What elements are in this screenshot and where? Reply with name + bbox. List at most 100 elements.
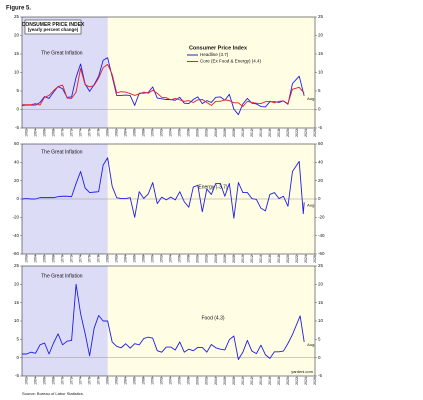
y2-tick-label: 10 (318, 318, 324, 323)
chart-title: CONSUMER PRICE INDEX (22, 22, 85, 28)
x-tick-label: 2012 (250, 129, 254, 137)
y-tick-label: -60 (12, 251, 19, 256)
x-tick-label: 1990 (151, 129, 155, 137)
x-tick-label: 1980 (106, 129, 110, 137)
y2-tick-label: -20 (318, 215, 325, 220)
legend-label: Headline (3.7) (200, 52, 229, 57)
y-tick-label: 25 (14, 14, 20, 19)
y2-tick-label: 40 (318, 160, 324, 165)
y2-tick-label: -60 (318, 251, 325, 256)
chart-subtitle: (yearly percent change) (28, 27, 79, 32)
x-tick-label: 1966 (42, 255, 46, 263)
x-tick-label: 1998 (187, 377, 191, 385)
x-tick-label: 1984 (124, 129, 128, 137)
x-tick-label: 1964 (33, 129, 37, 137)
x-tick-label: 2000 (196, 255, 200, 263)
series-line (21, 57, 305, 116)
x-tick-label: 1968 (51, 377, 55, 385)
y-tick-label: 40 (14, 160, 20, 165)
x-tick-label: 1994 (169, 377, 173, 385)
x-tick-label: 1988 (142, 129, 146, 137)
x-tick-label: 2024 (304, 377, 308, 385)
x-tick-label: 1962 (24, 377, 28, 385)
y-tick-label: -5 (15, 373, 19, 378)
credit: yardeni.com (291, 369, 313, 374)
y-tick-label: 0 (16, 196, 19, 201)
series-label: Energy (-3.7) (198, 184, 228, 190)
shaded-period (22, 266, 108, 376)
x-tick-label: 1972 (70, 129, 74, 137)
x-tick-label: 2002 (205, 129, 209, 137)
x-tick-label: 1982 (115, 377, 119, 385)
x-tick-label: 2006 (223, 377, 227, 385)
x-tick-label: 2012 (250, 377, 254, 385)
x-tick-label: 1986 (133, 255, 137, 263)
x-tick-label: 2012 (250, 255, 254, 263)
x-tick-label: 2014 (259, 255, 263, 263)
y-tick-label: 15 (14, 51, 20, 56)
series-line (21, 157, 305, 219)
x-tick-label: 1962 (24, 255, 28, 263)
x-tick-label: 1986 (133, 377, 137, 385)
x-tick-label: 2010 (241, 377, 245, 385)
y-tick-label: 15 (14, 300, 20, 305)
series-line (22, 283, 305, 360)
x-tick-label: 2022 (295, 129, 299, 137)
y-tick-label: 20 (14, 178, 20, 183)
y2-tick-label: -5 (318, 373, 322, 378)
x-tick-label: 1974 (79, 377, 83, 385)
x-tick-label: 1968 (51, 129, 55, 137)
source: Source: Bureau of Labor Statistics. (22, 391, 84, 396)
x-tick-label: 1972 (70, 255, 74, 263)
x-tick-label: 2010 (241, 255, 245, 263)
x-tick-label: 2006 (223, 255, 227, 263)
shaded-period-label: The Great Inflation (41, 50, 83, 56)
y-tick-label: 5 (16, 88, 19, 93)
x-tick-label: 2014 (259, 129, 263, 137)
x-tick-label: 1966 (42, 129, 46, 137)
x-tick-label: 2022 (295, 377, 299, 385)
x-tick-label: 2016 (268, 377, 272, 385)
x-tick-label: 1996 (178, 255, 182, 263)
x-tick-label: 1964 (33, 255, 37, 263)
shaded-period-label: The Great Inflation (41, 273, 83, 279)
y-tick-label: 0 (16, 355, 19, 360)
x-tick-label: 1990 (151, 255, 155, 263)
x-tick-label: 1998 (187, 255, 191, 263)
y2-tick-label: 20 (318, 282, 324, 287)
x-tick-label: 1976 (88, 255, 92, 263)
y-tick-label: 10 (14, 318, 20, 323)
x-tick-label: 1974 (79, 255, 83, 263)
x-tick-label: 2024 (304, 129, 308, 137)
end-label: Aug (307, 342, 314, 347)
x-tick-label: 1984 (124, 377, 128, 385)
x-tick-label: 1992 (160, 377, 164, 385)
x-tick-label: 2004 (214, 129, 218, 137)
x-tick-label: 1998 (187, 129, 191, 137)
y2-tick-label: 15 (318, 300, 324, 305)
y2-tick-label: 0 (318, 107, 321, 112)
x-tick-label: 1968 (51, 255, 55, 263)
x-tick-label: 1980 (106, 377, 110, 385)
y-tick-label: 5 (16, 337, 19, 342)
x-tick-label: 2026 (313, 129, 317, 137)
x-tick-label: 2020 (286, 255, 290, 263)
x-tick-label: 1970 (60, 129, 64, 137)
x-tick-label: 1978 (97, 377, 101, 385)
y2-tick-label: 20 (318, 178, 324, 183)
series-label: Food (4.3) (201, 315, 224, 321)
x-tick-label: 2014 (259, 377, 263, 385)
x-tick-label: 2008 (232, 377, 236, 385)
x-tick-label: 1988 (142, 377, 146, 385)
x-tick-label: 2016 (268, 255, 272, 263)
x-tick-label: 1972 (70, 377, 74, 385)
plot-frame (21, 16, 316, 129)
x-tick-label: 1976 (88, 129, 92, 137)
x-tick-label: 1996 (178, 377, 182, 385)
y2-tick-label: 0 (318, 196, 321, 201)
x-tick-label: 2002 (205, 255, 209, 263)
legend-title: Consumer Price Index (189, 45, 248, 51)
y2-tick-label: 15 (318, 51, 324, 56)
x-tick-label: 2000 (196, 129, 200, 137)
